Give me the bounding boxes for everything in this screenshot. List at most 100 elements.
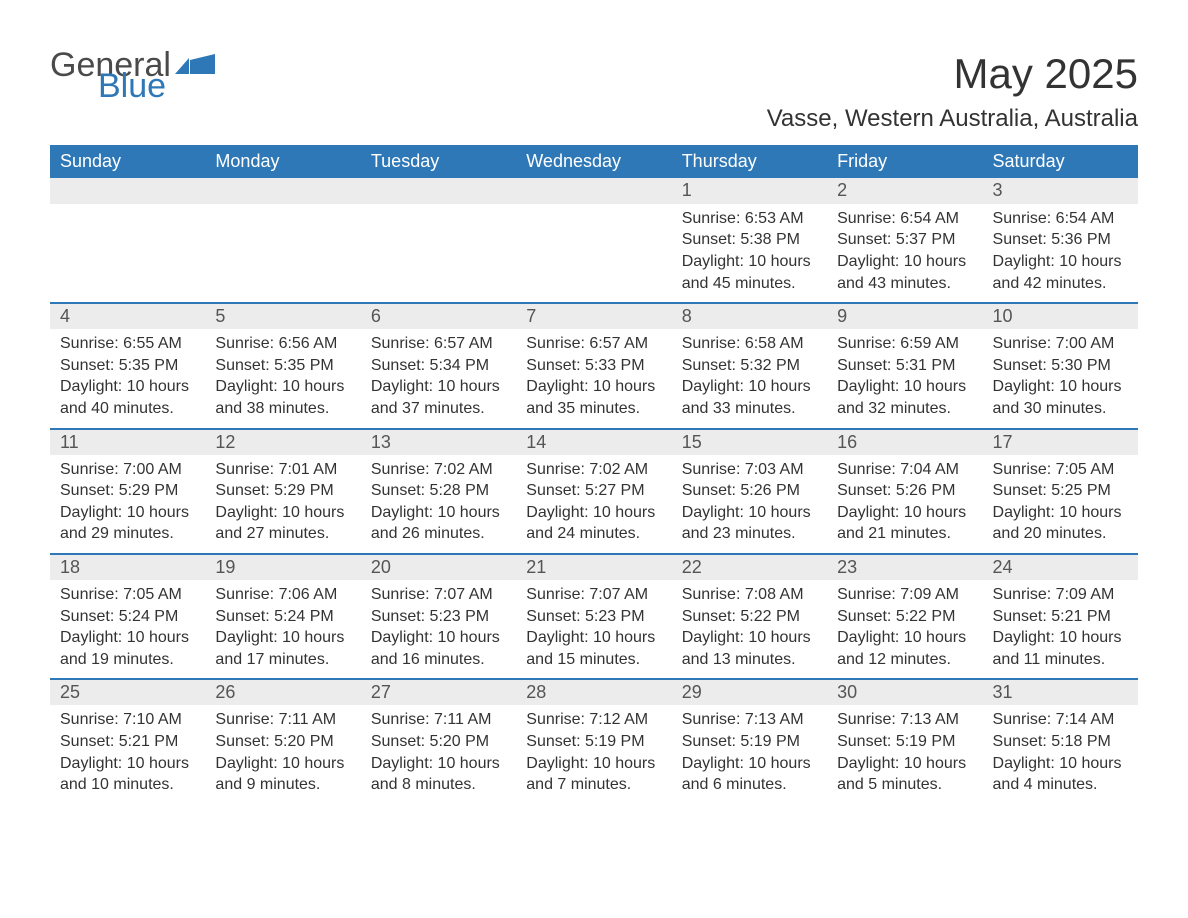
day-number-cell: 1 <box>672 178 827 204</box>
daylight-line: Daylight: 10 hours and 9 minutes. <box>215 753 350 796</box>
day-number-cell: 13 <box>361 429 516 455</box>
day-number-cell: 10 <box>983 303 1138 329</box>
sunrise-line: Sunrise: 7:05 AM <box>993 459 1128 481</box>
daylight-line: Daylight: 10 hours and 33 minutes. <box>682 376 817 419</box>
day-data-cell: Sunrise: 7:09 AMSunset: 5:21 PMDaylight:… <box>983 580 1138 679</box>
sunrise-line: Sunrise: 6:57 AM <box>371 333 506 355</box>
sunrise-line: Sunrise: 7:10 AM <box>60 709 195 731</box>
sunset-line: Sunset: 5:34 PM <box>371 355 506 377</box>
day-data-cell: Sunrise: 7:13 AMSunset: 5:19 PMDaylight:… <box>827 705 982 803</box>
day-data-cell: Sunrise: 7:06 AMSunset: 5:24 PMDaylight:… <box>205 580 360 679</box>
day-data-cell: Sunrise: 7:00 AMSunset: 5:30 PMDaylight:… <box>983 329 1138 428</box>
daylight-line: Daylight: 10 hours and 5 minutes. <box>837 753 972 796</box>
day-data-cell: Sunrise: 6:56 AMSunset: 5:35 PMDaylight:… <box>205 329 360 428</box>
sunrise-line: Sunrise: 7:04 AM <box>837 459 972 481</box>
sunset-line: Sunset: 5:28 PM <box>371 480 506 502</box>
day-data-cell: Sunrise: 7:07 AMSunset: 5:23 PMDaylight:… <box>516 580 671 679</box>
day-number-cell <box>516 178 671 204</box>
sunset-line: Sunset: 5:18 PM <box>993 731 1128 753</box>
day-header-row: Sunday Monday Tuesday Wednesday Thursday… <box>50 145 1138 178</box>
day-number-cell: 20 <box>361 554 516 580</box>
day-data-cell <box>50 204 205 303</box>
day-number-cell: 9 <box>827 303 982 329</box>
sunset-line: Sunset: 5:19 PM <box>837 731 972 753</box>
sunrise-line: Sunrise: 7:14 AM <box>993 709 1128 731</box>
week-daynum-row: 11121314151617 <box>50 429 1138 455</box>
day-number-cell: 4 <box>50 303 205 329</box>
sunrise-line: Sunrise: 7:12 AM <box>526 709 661 731</box>
day-number-cell: 27 <box>361 679 516 705</box>
sunset-line: Sunset: 5:26 PM <box>837 480 972 502</box>
daylight-line: Daylight: 10 hours and 4 minutes. <box>993 753 1128 796</box>
day-data-cell: Sunrise: 7:09 AMSunset: 5:22 PMDaylight:… <box>827 580 982 679</box>
day-number-cell <box>205 178 360 204</box>
daylight-line: Daylight: 10 hours and 32 minutes. <box>837 376 972 419</box>
day-data-cell: Sunrise: 7:02 AMSunset: 5:28 PMDaylight:… <box>361 455 516 554</box>
day-data-cell: Sunrise: 6:55 AMSunset: 5:35 PMDaylight:… <box>50 329 205 428</box>
day-data-cell: Sunrise: 6:54 AMSunset: 5:36 PMDaylight:… <box>983 204 1138 303</box>
sunset-line: Sunset: 5:35 PM <box>60 355 195 377</box>
day-data-cell <box>205 204 360 303</box>
daylight-line: Daylight: 10 hours and 19 minutes. <box>60 627 195 670</box>
daylight-line: Daylight: 10 hours and 26 minutes. <box>371 502 506 545</box>
sunrise-line: Sunrise: 6:55 AM <box>60 333 195 355</box>
col-tuesday: Tuesday <box>361 145 516 178</box>
sunrise-line: Sunrise: 6:58 AM <box>682 333 817 355</box>
daylight-line: Daylight: 10 hours and 8 minutes. <box>371 753 506 796</box>
sunrise-line: Sunrise: 6:53 AM <box>682 208 817 230</box>
daylight-line: Daylight: 10 hours and 29 minutes. <box>60 502 195 545</box>
sunset-line: Sunset: 5:19 PM <box>682 731 817 753</box>
day-data-cell: Sunrise: 6:57 AMSunset: 5:33 PMDaylight:… <box>516 329 671 428</box>
daylight-line: Daylight: 10 hours and 43 minutes. <box>837 251 972 294</box>
sunset-line: Sunset: 5:19 PM <box>526 731 661 753</box>
sunset-line: Sunset: 5:20 PM <box>215 731 350 753</box>
day-number-cell: 29 <box>672 679 827 705</box>
daylight-line: Daylight: 10 hours and 6 minutes. <box>682 753 817 796</box>
daylight-line: Daylight: 10 hours and 7 minutes. <box>526 753 661 796</box>
day-data-cell: Sunrise: 6:53 AMSunset: 5:38 PMDaylight:… <box>672 204 827 303</box>
sunrise-line: Sunrise: 7:07 AM <box>371 584 506 606</box>
day-data-cell: Sunrise: 7:04 AMSunset: 5:26 PMDaylight:… <box>827 455 982 554</box>
sunrise-line: Sunrise: 7:09 AM <box>993 584 1128 606</box>
day-data-cell: Sunrise: 7:11 AMSunset: 5:20 PMDaylight:… <box>361 705 516 803</box>
day-number-cell: 26 <box>205 679 360 705</box>
day-number-cell: 24 <box>983 554 1138 580</box>
daylight-line: Daylight: 10 hours and 23 minutes. <box>682 502 817 545</box>
header: General Blue May 2025 <box>50 50 1138 101</box>
day-data-cell <box>361 204 516 303</box>
day-data-cell: Sunrise: 7:05 AMSunset: 5:25 PMDaylight:… <box>983 455 1138 554</box>
daylight-line: Daylight: 10 hours and 38 minutes. <box>215 376 350 419</box>
daylight-line: Daylight: 10 hours and 13 minutes. <box>682 627 817 670</box>
day-data-cell: Sunrise: 7:05 AMSunset: 5:24 PMDaylight:… <box>50 580 205 679</box>
day-number-cell: 11 <box>50 429 205 455</box>
day-number-cell: 3 <box>983 178 1138 204</box>
daylight-line: Daylight: 10 hours and 30 minutes. <box>993 376 1128 419</box>
daylight-line: Daylight: 10 hours and 45 minutes. <box>682 251 817 294</box>
sunrise-line: Sunrise: 7:13 AM <box>837 709 972 731</box>
sunset-line: Sunset: 5:30 PM <box>993 355 1128 377</box>
week-data-row: Sunrise: 7:05 AMSunset: 5:24 PMDaylight:… <box>50 580 1138 679</box>
daylight-line: Daylight: 10 hours and 21 minutes. <box>837 502 972 545</box>
day-number-cell: 2 <box>827 178 982 204</box>
day-number-cell: 15 <box>672 429 827 455</box>
day-number-cell: 8 <box>672 303 827 329</box>
sunset-line: Sunset: 5:27 PM <box>526 480 661 502</box>
daylight-line: Daylight: 10 hours and 42 minutes. <box>993 251 1128 294</box>
week-data-row: Sunrise: 7:00 AMSunset: 5:29 PMDaylight:… <box>50 455 1138 554</box>
day-data-cell: Sunrise: 7:01 AMSunset: 5:29 PMDaylight:… <box>205 455 360 554</box>
sunset-line: Sunset: 5:38 PM <box>682 229 817 251</box>
sunset-line: Sunset: 5:22 PM <box>682 606 817 628</box>
day-number-cell: 7 <box>516 303 671 329</box>
sunrise-line: Sunrise: 7:11 AM <box>215 709 350 731</box>
sunset-line: Sunset: 5:31 PM <box>837 355 972 377</box>
day-data-cell: Sunrise: 7:00 AMSunset: 5:29 PMDaylight:… <box>50 455 205 554</box>
sunrise-line: Sunrise: 6:59 AM <box>837 333 972 355</box>
sunset-line: Sunset: 5:20 PM <box>371 731 506 753</box>
day-number-cell: 22 <box>672 554 827 580</box>
sunrise-line: Sunrise: 7:09 AM <box>837 584 972 606</box>
sunset-line: Sunset: 5:35 PM <box>215 355 350 377</box>
week-daynum-row: 123 <box>50 178 1138 204</box>
col-monday: Monday <box>205 145 360 178</box>
week-data-row: Sunrise: 7:10 AMSunset: 5:21 PMDaylight:… <box>50 705 1138 803</box>
daylight-line: Daylight: 10 hours and 17 minutes. <box>215 627 350 670</box>
